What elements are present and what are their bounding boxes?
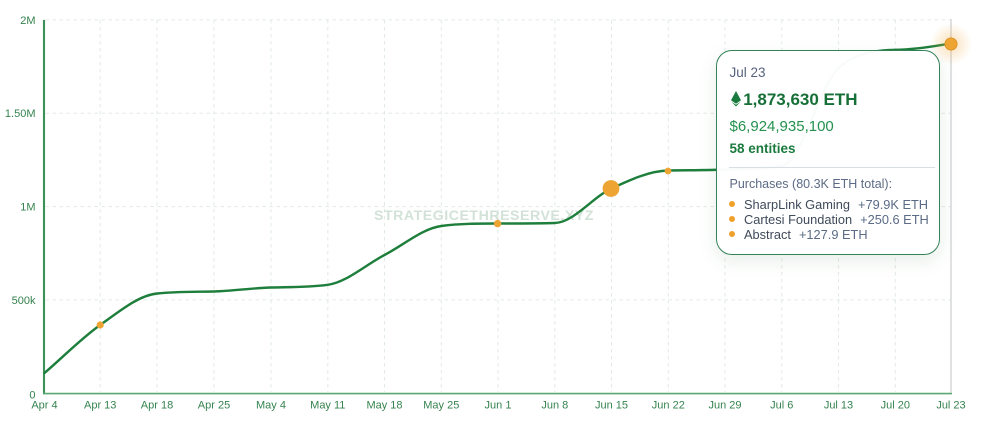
svg-text:Jun 15: Jun 15 xyxy=(595,400,628,412)
svg-text:May 11: May 11 xyxy=(310,400,345,412)
svg-text:Jun 29: Jun 29 xyxy=(708,400,741,412)
svg-text:May 4: May 4 xyxy=(256,400,286,412)
svg-text:2M: 2M xyxy=(20,15,35,27)
svg-text:Jul 6: Jul 6 xyxy=(770,400,793,412)
svg-text:Jun 8: Jun 8 xyxy=(541,400,568,412)
svg-text:Jul 23: Jul 23 xyxy=(936,400,965,412)
svg-text:May 25: May 25 xyxy=(423,400,459,412)
svg-text:Apr 13: Apr 13 xyxy=(84,400,116,412)
svg-text:Jul 13: Jul 13 xyxy=(824,400,853,412)
svg-text:Apr 4: Apr 4 xyxy=(31,400,57,412)
svg-text:STRATEGICETHRESERVE.XYZ: STRATEGICETHRESERVE.XYZ xyxy=(374,208,594,224)
svg-text:Apr 25: Apr 25 xyxy=(198,400,230,412)
svg-text:Jun 1: Jun 1 xyxy=(485,400,512,412)
svg-text:0: 0 xyxy=(29,390,35,402)
svg-text:1M: 1M xyxy=(20,202,35,214)
svg-text:Jul 20: Jul 20 xyxy=(881,400,910,412)
svg-text:1.50M: 1.50M xyxy=(5,108,36,120)
svg-text:Jun 22: Jun 22 xyxy=(652,400,685,412)
svg-text:Apr 18: Apr 18 xyxy=(141,400,173,412)
svg-text:May 18: May 18 xyxy=(366,400,402,412)
svg-text:500k: 500k xyxy=(12,295,36,307)
